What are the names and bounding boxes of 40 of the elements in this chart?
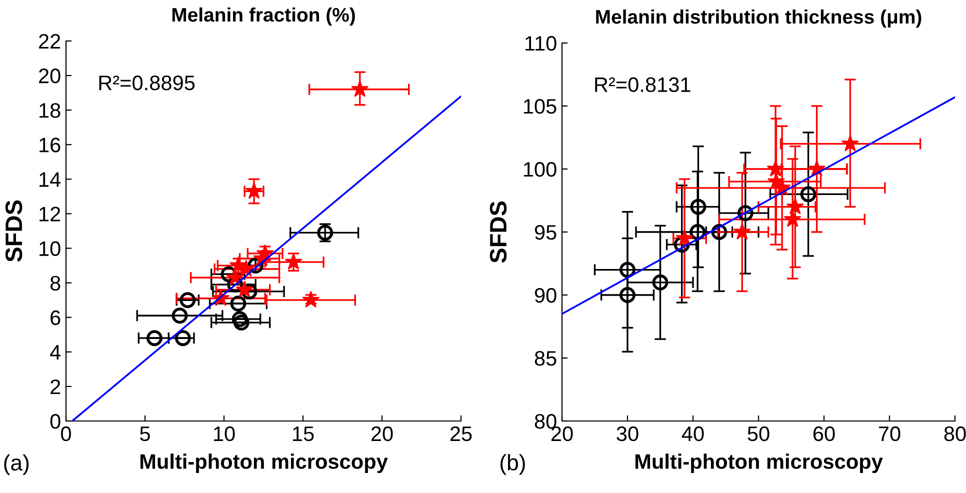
y-tick-label: 110 bbox=[526, 36, 556, 51]
y-tick-label: 95 bbox=[534, 225, 556, 240]
y-tick-label: 6 bbox=[50, 310, 60, 326]
y-tick-label: 18 bbox=[40, 103, 60, 118]
chart-title: Melanin fraction (%) bbox=[172, 7, 355, 26]
y-tick-label: 90 bbox=[534, 288, 556, 303]
annotation: R²=0.8895 bbox=[99, 76, 195, 90]
x-tick-label: 20 bbox=[371, 426, 393, 442]
x-tick-label: 80 bbox=[944, 426, 966, 442]
y-tick-label: 22 bbox=[39, 34, 60, 49]
y-tick-label: 85 bbox=[534, 351, 556, 366]
x-tick-label: 60 bbox=[813, 426, 835, 442]
y-tick-label: 12 bbox=[40, 206, 60, 222]
y-tick-label: 105 bbox=[524, 99, 556, 114]
x-tick-label: 70 bbox=[878, 426, 900, 442]
y-tick-label: 14 bbox=[40, 172, 61, 187]
y-tick-label: 100 bbox=[524, 162, 556, 177]
y-tick-label: 4 bbox=[50, 345, 61, 360]
x-tick-label: 10 bbox=[214, 426, 235, 442]
x-tick-label: 25 bbox=[450, 426, 472, 442]
x-tick-label: 30 bbox=[616, 426, 638, 442]
annotation: R²=0.8131 bbox=[595, 77, 690, 92]
y-tick-label: 0 bbox=[50, 414, 60, 429]
x-tick-label: 40 bbox=[682, 426, 704, 442]
y-tick-label: 10 bbox=[40, 241, 60, 256]
chart-title: Melanin distribution thickness (μm) bbox=[596, 9, 922, 28]
x-tick-label: 0 bbox=[61, 426, 71, 442]
x-tick-label: 15 bbox=[293, 426, 314, 442]
x-axis-title: Multi-photon microscopy bbox=[635, 454, 883, 474]
y-axis-title: SFDS bbox=[5, 200, 22, 262]
y-tick-label: 16 bbox=[40, 138, 60, 152]
x-axis-title: Multi-photon microscopy bbox=[140, 454, 388, 474]
text: (b) bbox=[500, 454, 525, 475]
y-axis-title: SFDS bbox=[490, 201, 507, 263]
y-tick-label: 20 bbox=[39, 68, 60, 84]
x-tick-label: 50 bbox=[748, 426, 770, 442]
y-tick-label: 2 bbox=[50, 379, 60, 394]
text: (a) bbox=[4, 454, 29, 476]
y-tick-label: 8 bbox=[50, 276, 60, 291]
x-tick-label: 5 bbox=[140, 426, 150, 442]
